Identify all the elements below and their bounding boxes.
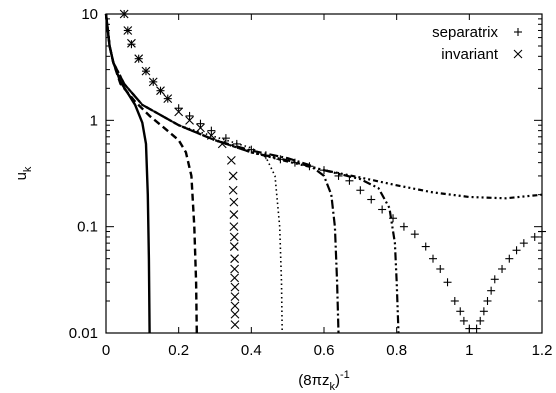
separatrix-point [389,214,398,223]
series-line-dashdot [104,13,340,334]
separatrix-point [490,275,499,284]
axes: 0 0.2 0.4 0.6 0.8 1 1.2 0.01 0.1 1 10 [69,6,553,359]
separatrix-point [320,166,328,175]
invariant-point [217,139,227,149]
separatrix-point [505,254,514,263]
separatrix-point [483,296,492,305]
separatrix-point [429,254,437,263]
separatrix-point [519,239,528,248]
series-line-dot [105,13,283,334]
invariant-point [230,264,240,274]
separatrix-point [221,134,230,143]
separatrix-point [174,104,183,113]
separatrix-point [456,307,465,316]
y-tick-label: 0.01 [69,325,98,342]
separatrix-point [459,316,468,325]
separatrix-point [334,171,343,180]
separatrix-point [498,264,507,273]
legend: separatrix invariant [432,24,523,63]
separatrix-point [247,145,256,154]
invariant-point [230,309,240,319]
separatrix-point [472,324,481,333]
invariant-point [230,282,240,292]
axis-labels: (8πzk)-1 uk [13,166,350,393]
separatrix-point [149,77,158,86]
series-line-dashdotdotdot [104,13,543,200]
separatrix-point [123,26,132,35]
separatrix-point [479,307,488,316]
separatrix-point [450,296,459,305]
invariant-point [185,115,194,125]
chart-marks [104,9,546,334]
separatrix-point [290,158,299,167]
invariant-point [229,222,239,232]
x-tick-label: 0.6 [314,342,335,359]
invariant-point [230,273,240,283]
invariant-point [230,301,240,311]
legend-marker-cross [513,49,523,59]
y-tick-label: 0.1 [77,219,98,236]
separatrix-point [141,67,150,76]
separatrix-point [196,119,205,128]
separatrix-point [305,162,314,171]
separatrix-point [530,232,539,241]
x-tick-label: 0.2 [168,342,189,359]
x-tick-label: 0 [102,342,110,359]
separatrix-point [399,222,408,231]
invariant-point [228,185,238,195]
invariant-point [206,131,216,140]
y-tick-label: 1 [90,112,98,129]
x-tick-label: 0.4 [241,342,262,359]
invariant-point [229,210,239,219]
legend-marker-plus [514,28,522,36]
separatrix-point [443,278,452,287]
invariant-point [229,232,239,242]
invariant-point [229,197,239,207]
separatrix-point [436,264,445,273]
invariant-point [228,171,238,181]
invariant-point [196,123,205,133]
separatrix-point [378,205,387,214]
separatrix-point [356,186,365,195]
separatrix-point [232,139,241,148]
x-tick-label: 1 [465,342,473,359]
invariant-point [229,242,239,251]
separatrix-point [367,195,376,204]
x-axis-label: (8πzk)-1 [298,369,349,393]
y-tick-label: 10 [81,6,98,23]
legend-label-invariant: invariant [441,46,499,63]
separatrix-point [276,155,285,164]
invariant-point [230,254,240,264]
separatrix-point [476,316,485,325]
separatrix-point [163,94,172,103]
separatrix-point [410,230,419,239]
separatrix-point [207,126,216,135]
invariant-point [226,156,236,165]
legend-label-separatrix: separatrix [432,24,498,41]
separatrix-point [261,151,270,160]
separatrix-point [421,242,430,251]
series-line-dash [104,13,198,334]
x-tick-label: 0.8 [386,342,407,359]
separatrix-point [127,40,136,49]
separatrix-point [134,54,143,63]
y-axis-label: uk [13,166,34,180]
invariant-point [230,320,240,329]
separatrix-point [185,111,194,120]
separatrix-point [512,246,521,255]
separatrix-point [487,286,496,295]
separatrix-point [345,176,354,185]
invariant-point [230,292,240,301]
separatrix-point [156,86,165,95]
x-tick-label: 1.2 [532,342,553,359]
